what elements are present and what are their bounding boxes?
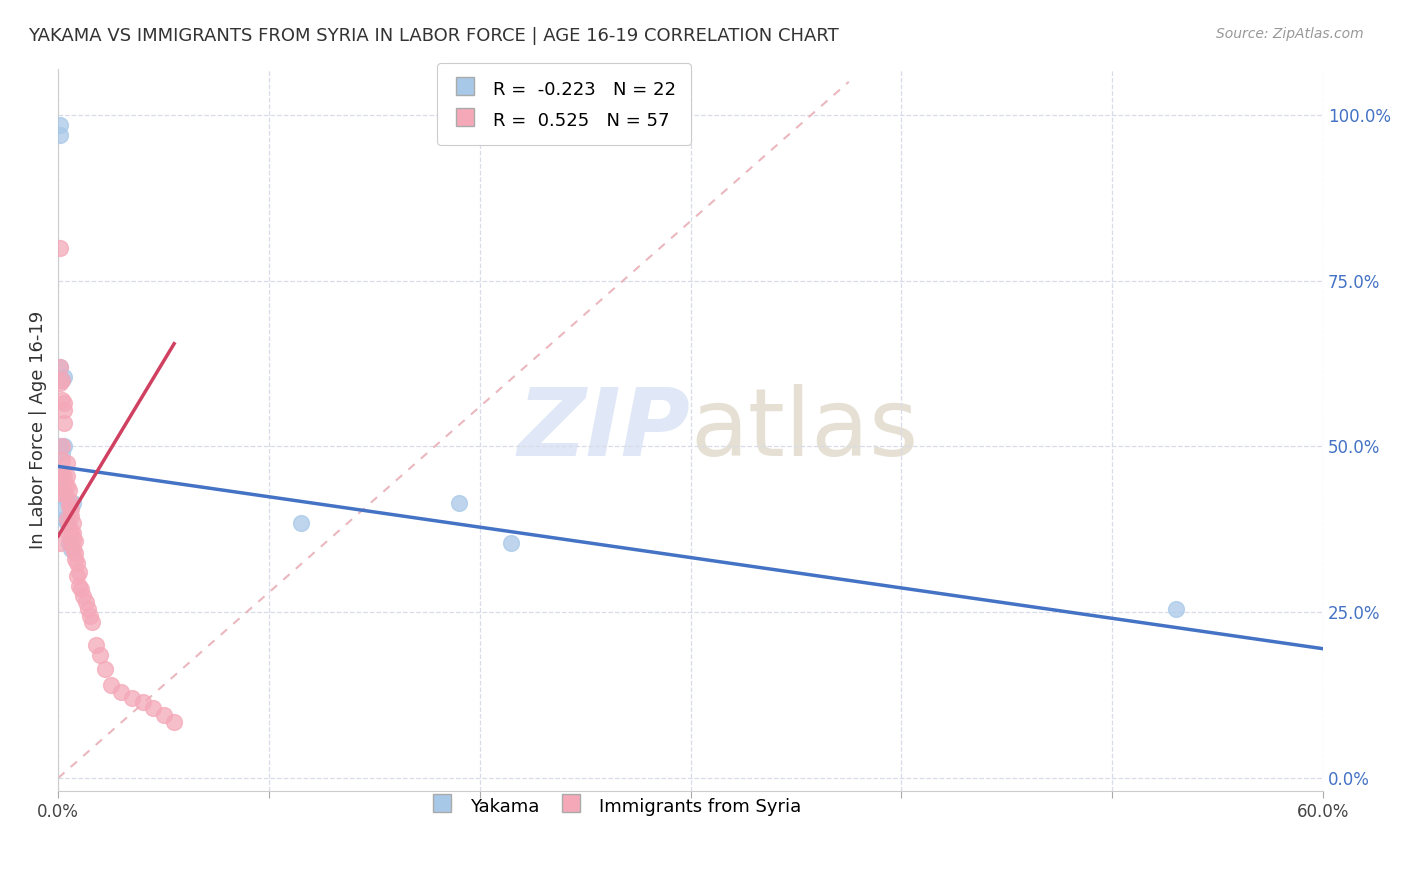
Point — [63, 533, 86, 548]
Point — [49, 440, 72, 454]
Point — [49, 241, 72, 255]
Point — [49, 475, 72, 490]
Point — [67, 566, 90, 580]
Point — [131, 695, 153, 709]
Point — [49, 359, 72, 374]
Point — [447, 496, 470, 510]
Point — [58, 535, 80, 549]
Point — [67, 579, 90, 593]
Point — [66, 556, 89, 570]
Point — [53, 475, 76, 490]
Point — [58, 529, 80, 543]
Legend: Yakama, Immigrants from Syria: Yakama, Immigrants from Syria — [419, 786, 810, 826]
Point — [58, 519, 80, 533]
Point — [51, 466, 73, 480]
Point — [51, 502, 73, 516]
Point — [51, 452, 73, 467]
Point — [290, 516, 312, 530]
Point — [55, 516, 77, 530]
Text: YAKAMA VS IMMIGRANTS FROM SYRIA IN LABOR FORCE | AGE 16-19 CORRELATION CHART: YAKAMA VS IMMIGRANTS FROM SYRIA IN LABOR… — [28, 27, 839, 45]
Point — [100, 678, 122, 692]
Point — [163, 714, 186, 729]
Text: ZIP: ZIP — [517, 384, 690, 476]
Point — [55, 479, 77, 493]
Point — [55, 492, 77, 507]
Point — [55, 456, 77, 470]
Point — [501, 535, 523, 549]
Point — [70, 582, 93, 596]
Point — [142, 701, 165, 715]
Point — [89, 648, 111, 663]
Point — [51, 440, 73, 454]
Point — [59, 502, 82, 516]
Point — [51, 393, 73, 408]
Point — [49, 486, 72, 500]
Point — [121, 691, 143, 706]
Point — [152, 708, 174, 723]
Point — [53, 469, 76, 483]
Point — [84, 639, 107, 653]
Point — [49, 483, 72, 497]
Point — [58, 483, 80, 497]
Point — [62, 516, 84, 530]
Point — [59, 525, 82, 540]
Point — [62, 542, 84, 557]
Point — [62, 496, 84, 510]
Point — [62, 533, 84, 547]
Point — [49, 535, 72, 549]
Point — [55, 469, 77, 483]
Point — [53, 512, 76, 526]
Point — [80, 615, 103, 630]
Point — [79, 608, 101, 623]
Point — [51, 446, 73, 460]
Text: atlas: atlas — [690, 384, 920, 476]
Point — [63, 545, 86, 559]
Point — [49, 128, 72, 142]
Point — [63, 552, 86, 566]
Point — [59, 535, 82, 549]
Point — [1164, 602, 1187, 616]
Point — [53, 440, 76, 454]
Point — [76, 602, 98, 616]
Point — [53, 396, 76, 410]
Point — [75, 595, 97, 609]
Point — [51, 373, 73, 387]
Point — [49, 118, 72, 132]
Point — [93, 662, 115, 676]
Point — [49, 469, 72, 483]
Point — [66, 569, 89, 583]
Y-axis label: In Labor Force | Age 16-19: In Labor Force | Age 16-19 — [30, 310, 46, 549]
Point — [49, 359, 72, 374]
Point — [110, 685, 132, 699]
Point — [49, 376, 72, 391]
Point — [55, 512, 77, 526]
Point — [53, 483, 76, 497]
Text: Source: ZipAtlas.com: Source: ZipAtlas.com — [1216, 27, 1364, 41]
Point — [72, 589, 94, 603]
Point — [53, 417, 76, 431]
Point — [59, 542, 82, 557]
Point — [51, 373, 73, 387]
Point — [53, 403, 76, 417]
Point — [59, 509, 82, 524]
Point — [53, 369, 76, 384]
Point — [62, 525, 84, 540]
Point — [51, 486, 73, 500]
Point — [58, 492, 80, 507]
Point — [58, 499, 80, 513]
